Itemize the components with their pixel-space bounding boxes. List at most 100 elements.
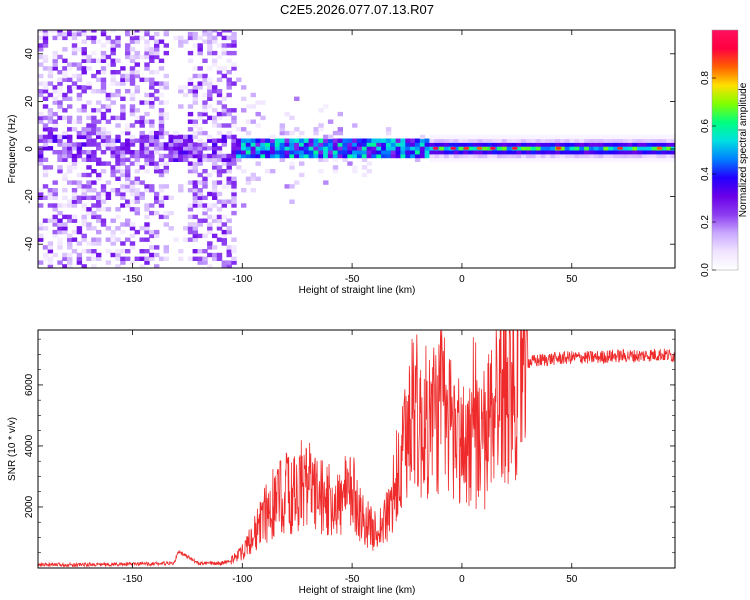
spectrogram-cell (57, 89, 63, 94)
spectrogram-cell (42, 134, 49, 140)
spectrogram-cell (57, 218, 63, 223)
spectrogram-cell (100, 134, 107, 140)
spectrogram-cells (38, 30, 675, 268)
spectrogram-cell (593, 157, 600, 162)
spectrogram-cell (100, 207, 107, 212)
spectrogram-cell (342, 153, 348, 159)
spectrogram-cell (593, 142, 600, 147)
spectrogram-cell (105, 207, 112, 212)
spectrogram-cell (139, 30, 145, 33)
spectrogram-cell (342, 157, 348, 162)
spectrogram-cell (163, 111, 169, 117)
spectrogram-cell (105, 146, 112, 151)
snr-y-tick-label: 2000 (24, 495, 35, 518)
spectrogram-cell (468, 150, 474, 155)
spectrogram-cell (100, 77, 107, 82)
spectrogram-cell (100, 161, 107, 166)
spectrogram-cell (91, 150, 97, 155)
spectrogram-cell (144, 30, 150, 33)
spectrogram-cell (125, 237, 131, 242)
spectrogram-cell (555, 157, 561, 162)
spectrogram-cell (221, 184, 227, 189)
spectrogram-cell (289, 138, 295, 143)
spectrogram-cell (226, 169, 232, 174)
spectrogram-cell (323, 134, 329, 140)
spectrogram-cell (202, 130, 208, 136)
spectrogram-cell (212, 169, 218, 174)
spectrogram-cell (216, 100, 223, 105)
spectrogram-cell (250, 150, 256, 155)
spectrogram-cell (120, 108, 126, 113)
spectrogram-cell (91, 264, 97, 268)
spectrogram-cell (67, 62, 73, 67)
spectrogram-cell (197, 111, 203, 117)
spectrogram-cell (381, 153, 387, 159)
spectrogram-cell (91, 180, 97, 185)
spectrogram-cell (47, 134, 54, 140)
spectrogram-cell (134, 39, 140, 44)
spectrogram-cell (448, 138, 455, 143)
spectrogram-y-tick-label: 0 (24, 146, 35, 152)
spectrogram-cell (86, 184, 92, 189)
snr-x-tick-label: -150 (122, 574, 142, 585)
spectrogram-cell (52, 100, 58, 105)
spectrogram-cell (550, 146, 556, 151)
spectrogram-cell (81, 66, 87, 71)
spectrogram-cell (588, 142, 595, 147)
spectrogram-cell (216, 172, 223, 178)
spectrogram-cell (76, 199, 83, 204)
spectrogram-cell (144, 62, 150, 67)
spectrogram-cell (613, 157, 619, 162)
spectrogram-cell (202, 58, 208, 63)
spectrogram-cell (76, 150, 83, 155)
spectrogram-cell (385, 150, 392, 155)
spectrogram-cell (134, 115, 140, 121)
spectrogram-cell (207, 104, 213, 109)
spectrogram-cell (115, 92, 121, 98)
spectrogram-cell (207, 43, 213, 48)
spectrogram-cell (192, 119, 198, 124)
spectrogram-cell (173, 153, 179, 159)
spectrogram-cell (52, 58, 58, 63)
spectrogram-cell (569, 153, 575, 159)
spectrogram-cell (472, 146, 479, 151)
spectrogram-cell (178, 249, 184, 254)
spectrogram-cell (231, 146, 237, 151)
spectrogram-cell (241, 96, 247, 101)
spectrogram-cell (81, 191, 87, 197)
spectrogram-cell (414, 157, 421, 162)
spectrogram-cell (352, 138, 358, 143)
spectrogram-cell (410, 153, 416, 159)
spectrogram-cell (120, 260, 126, 265)
spectrogram-cell (559, 142, 566, 147)
spectrogram-cell (598, 142, 604, 147)
spectrogram-cell (642, 134, 648, 140)
spectrogram-cell (212, 123, 218, 128)
spectrogram-cell (192, 237, 198, 242)
spectrogram-cell (559, 153, 566, 159)
spectrogram-cell (661, 157, 667, 162)
spectrogram-cell (47, 241, 54, 246)
spectrogram-cell (202, 249, 208, 254)
spectrogram-cell (81, 207, 87, 212)
spectrogram-cell (202, 157, 208, 162)
spectrogram-cell (453, 153, 459, 159)
spectrogram-cell (308, 153, 314, 159)
spectrogram-cell (313, 130, 319, 136)
spectrogram-cell (192, 43, 198, 48)
spectrogram-cell (231, 50, 237, 56)
spectrogram-cell (231, 195, 237, 200)
spectrogram-cell (216, 237, 223, 242)
spectrogram-cell (173, 146, 179, 151)
spectrogram-cell (506, 134, 513, 140)
spectrogram-cell (129, 142, 136, 147)
spectrogram-cell (453, 138, 459, 143)
spectrogram-cell (76, 130, 83, 136)
spectrogram-cell (569, 142, 575, 147)
spectrogram-cell (656, 142, 662, 147)
spectrogram-cell (120, 81, 126, 86)
spectrogram-cell (149, 210, 155, 216)
spectrogram-cell (105, 237, 112, 242)
spectrogram-cell (100, 169, 107, 174)
spectrogram-cell (308, 142, 314, 147)
